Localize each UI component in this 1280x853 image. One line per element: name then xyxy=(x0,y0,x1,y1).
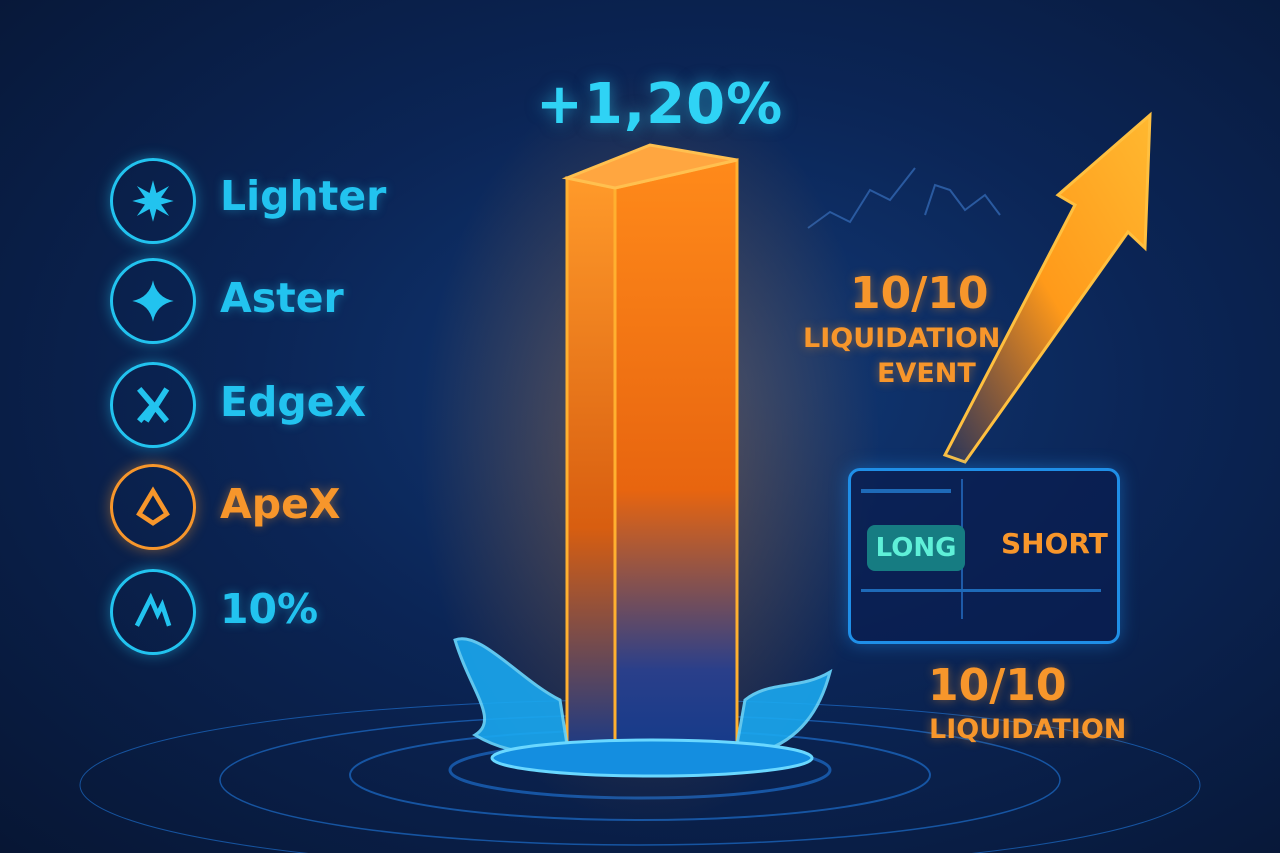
exchange-label: 10% xyxy=(220,585,319,633)
growth-pillar xyxy=(561,143,739,762)
event-line1: LIQUIDATION xyxy=(803,323,1001,354)
trade-panel: LONG SHORT xyxy=(848,468,1120,644)
long-button[interactable]: LONG xyxy=(867,525,965,571)
exchange-label: EdgeX xyxy=(220,378,367,426)
panel-line xyxy=(861,589,1101,592)
panel-line xyxy=(861,489,951,493)
headline-change: +1,20% xyxy=(536,72,784,137)
footer-event-label: LIQUIDATION xyxy=(929,714,1127,745)
four-point-star-icon xyxy=(110,258,196,344)
x-logo-icon xyxy=(110,362,196,448)
event-line2: EVENT xyxy=(877,358,976,389)
starburst-icon xyxy=(110,158,196,244)
up-arrow xyxy=(942,111,1152,464)
triangle-logo-icon xyxy=(110,464,196,550)
exchange-label: Aster xyxy=(220,274,344,322)
short-button[interactable]: SHORT xyxy=(1001,527,1108,560)
event-date: 10/10 xyxy=(850,268,989,319)
exchange-label: ApeX xyxy=(220,480,341,528)
exchange-label: Lighter xyxy=(220,172,387,220)
m-logo-icon xyxy=(110,569,196,655)
footer-event-date: 10/10 xyxy=(928,660,1067,711)
